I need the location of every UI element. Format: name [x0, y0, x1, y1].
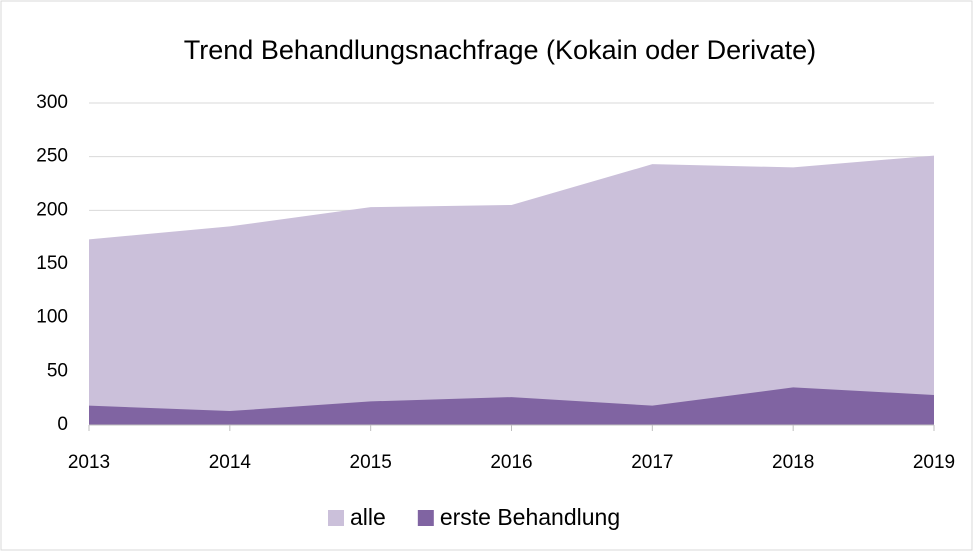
y-tick-label: 100 [36, 307, 68, 328]
chart-title: Trend Behandlungsnachfrage (Kokain oder … [184, 35, 816, 65]
x-tick-label: 2017 [631, 452, 673, 473]
legend-label: alle [350, 504, 386, 530]
y-tick-label: 0 [57, 414, 68, 435]
y-tick-label: 150 [36, 253, 68, 274]
legend-label: erste Behandlung [440, 504, 620, 530]
x-tick-label: 2015 [350, 452, 392, 473]
legend-swatch [417, 510, 434, 526]
area [89, 155, 934, 426]
x-tick-label: 2013 [68, 452, 110, 473]
x-tick-label: 2014 [209, 452, 252, 473]
y-tick-label: 50 [47, 360, 68, 381]
x-tick-label: 2016 [490, 452, 532, 473]
y-tick-label: 200 [36, 199, 68, 220]
legend-swatch [328, 510, 344, 526]
x-tick-label: 2018 [772, 452, 814, 473]
x-tick-label: 2019 [913, 452, 955, 473]
y-tick-label: 300 [36, 92, 68, 113]
area [89, 387, 934, 425]
y-tick-label: 250 [36, 146, 68, 167]
